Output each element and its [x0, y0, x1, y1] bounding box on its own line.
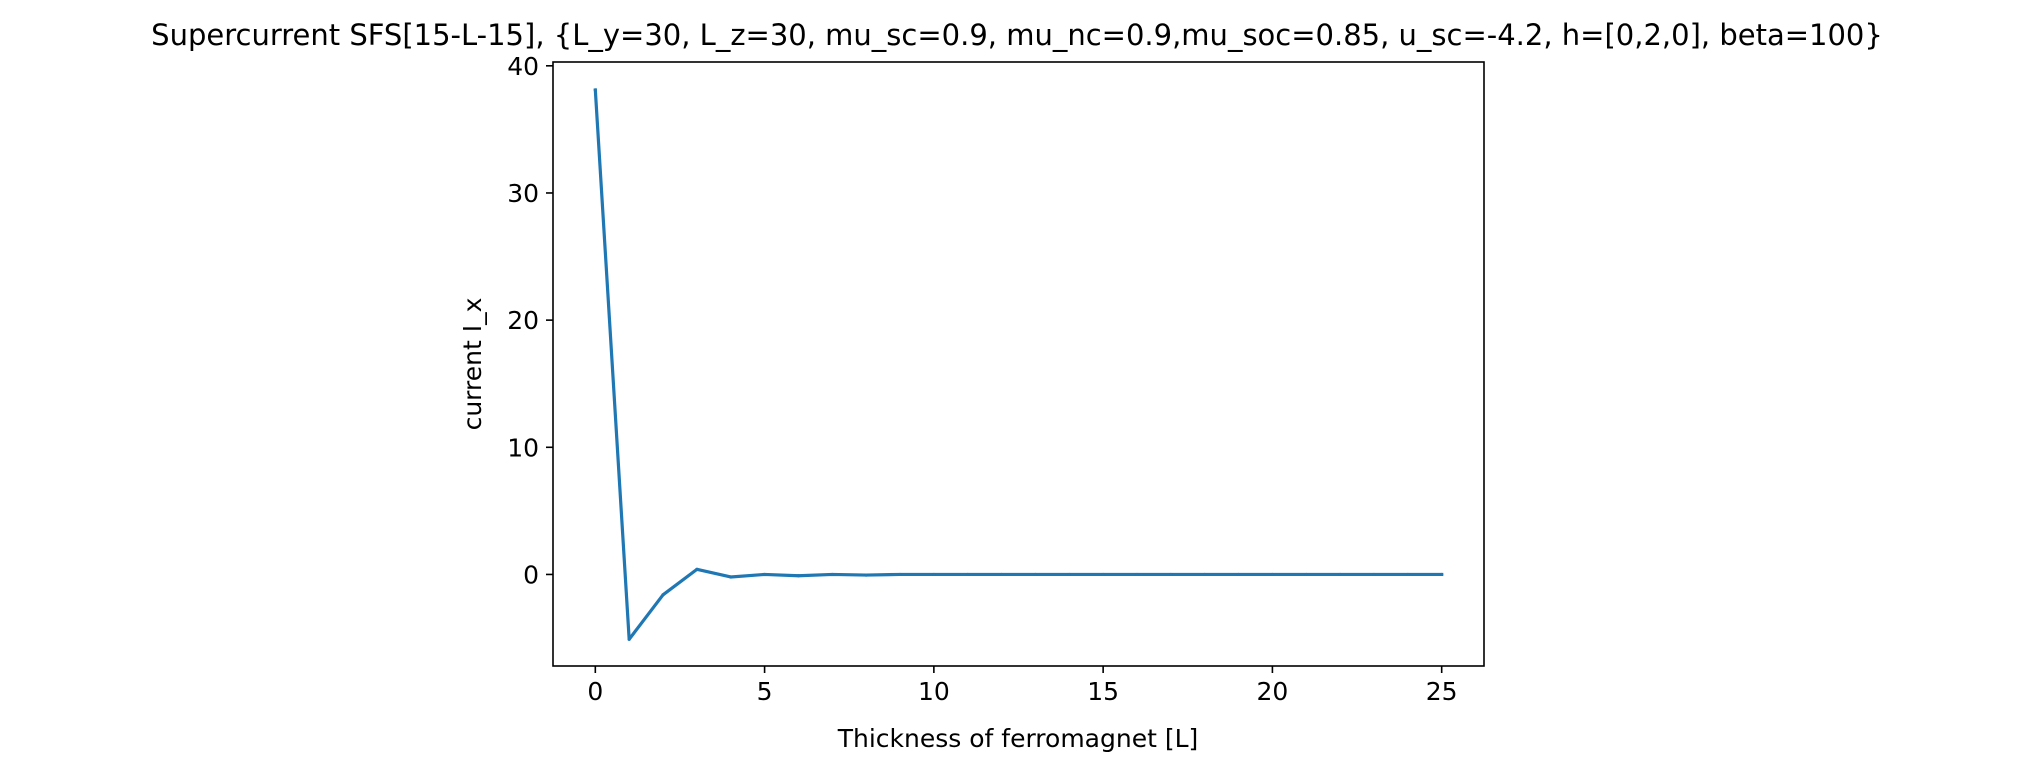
- chart-title: Supercurrent SFS[15-L-15], {L_y=30, L_z=…: [151, 18, 1883, 52]
- data-point: [661, 593, 665, 597]
- x-tick-label: 25: [1426, 677, 1458, 706]
- data-point: [1101, 572, 1105, 577]
- data-point: [762, 572, 767, 577]
- data-point: [999, 572, 1004, 577]
- data-point: [729, 575, 733, 579]
- data-point: [1406, 572, 1410, 577]
- series-layer: [593, 88, 1444, 641]
- x-tick-label: 0: [587, 677, 603, 706]
- data-point: [1067, 572, 1071, 577]
- series-line-0: [593, 88, 1444, 641]
- y-tick-label: 10: [507, 433, 539, 462]
- axes-frame: [552, 61, 1485, 667]
- y-axis-label: current I_x: [458, 298, 487, 431]
- x-tick-label: 5: [757, 677, 773, 706]
- axes-layer: 0 5 10 15 20 25 0 10 20 30 40: [507, 52, 1485, 706]
- y-tick-label: 20: [507, 306, 539, 335]
- data-point: [593, 88, 597, 92]
- plot-area: 0 5 10 15 20 25 0 10 20 30 40: [507, 52, 1485, 706]
- data-point: [830, 572, 834, 577]
- data-point: [1203, 572, 1207, 577]
- data-point: [1372, 572, 1376, 577]
- x-tick-label: 15: [1087, 677, 1119, 706]
- data-point: [796, 574, 801, 578]
- data-point: [898, 572, 902, 577]
- y-tick-label: 30: [507, 179, 539, 208]
- y-tick-label: 40: [507, 52, 539, 81]
- data-point: [1304, 572, 1308, 577]
- data-point: [1338, 572, 1342, 577]
- data-point: [1033, 572, 1038, 577]
- x-tick-label: 10: [918, 677, 950, 706]
- data-point: [1440, 572, 1444, 577]
- y-tick-label: 0: [523, 560, 539, 589]
- x-tick-label: 20: [1257, 677, 1289, 706]
- data-point: [1169, 572, 1173, 577]
- data-point: [1135, 572, 1139, 577]
- data-point: [627, 637, 631, 641]
- data-point: [932, 572, 936, 577]
- data-point: [966, 572, 970, 577]
- x-axis-label: Thickness of ferromagnet [L]: [837, 724, 1199, 753]
- data-point: [695, 567, 699, 571]
- data-point: [1236, 572, 1241, 577]
- data-point: [1270, 572, 1275, 577]
- data-point: [864, 573, 868, 577]
